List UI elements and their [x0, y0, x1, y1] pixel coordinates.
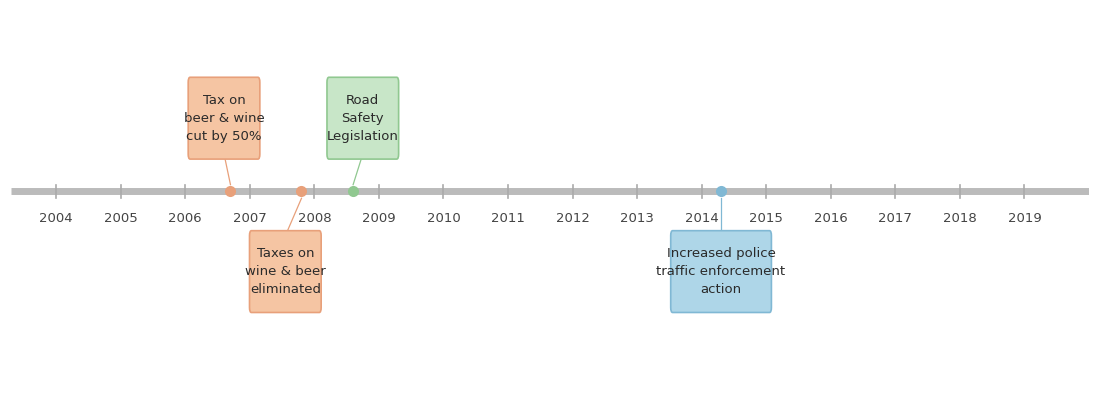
FancyBboxPatch shape	[188, 77, 260, 159]
Text: 2013: 2013	[620, 212, 654, 225]
Text: 2005: 2005	[103, 212, 138, 225]
Text: 2012: 2012	[556, 212, 590, 225]
Text: 2006: 2006	[168, 212, 202, 225]
Text: 2011: 2011	[491, 212, 525, 225]
Text: 2008: 2008	[298, 212, 331, 225]
Text: 2017: 2017	[879, 212, 912, 225]
Text: 2010: 2010	[427, 212, 461, 225]
Text: 2016: 2016	[814, 212, 848, 225]
Text: Taxes on
wine & beer
eliminated: Taxes on wine & beer eliminated	[245, 247, 326, 296]
Text: Road
Safety
Legislation: Road Safety Legislation	[327, 94, 398, 143]
Text: Tax on
beer & wine
cut by 50%: Tax on beer & wine cut by 50%	[184, 94, 264, 143]
Text: 2014: 2014	[685, 212, 718, 225]
Text: Increased police
traffic enforcement
action: Increased police traffic enforcement act…	[657, 247, 785, 296]
Text: 2009: 2009	[362, 212, 396, 225]
Text: 2004: 2004	[40, 212, 73, 225]
Text: 2007: 2007	[233, 212, 266, 225]
Text: 2019: 2019	[1008, 212, 1042, 225]
Text: 2015: 2015	[749, 212, 783, 225]
Text: 2018: 2018	[943, 212, 977, 225]
FancyBboxPatch shape	[250, 231, 321, 312]
FancyBboxPatch shape	[327, 77, 398, 159]
FancyBboxPatch shape	[671, 231, 771, 312]
